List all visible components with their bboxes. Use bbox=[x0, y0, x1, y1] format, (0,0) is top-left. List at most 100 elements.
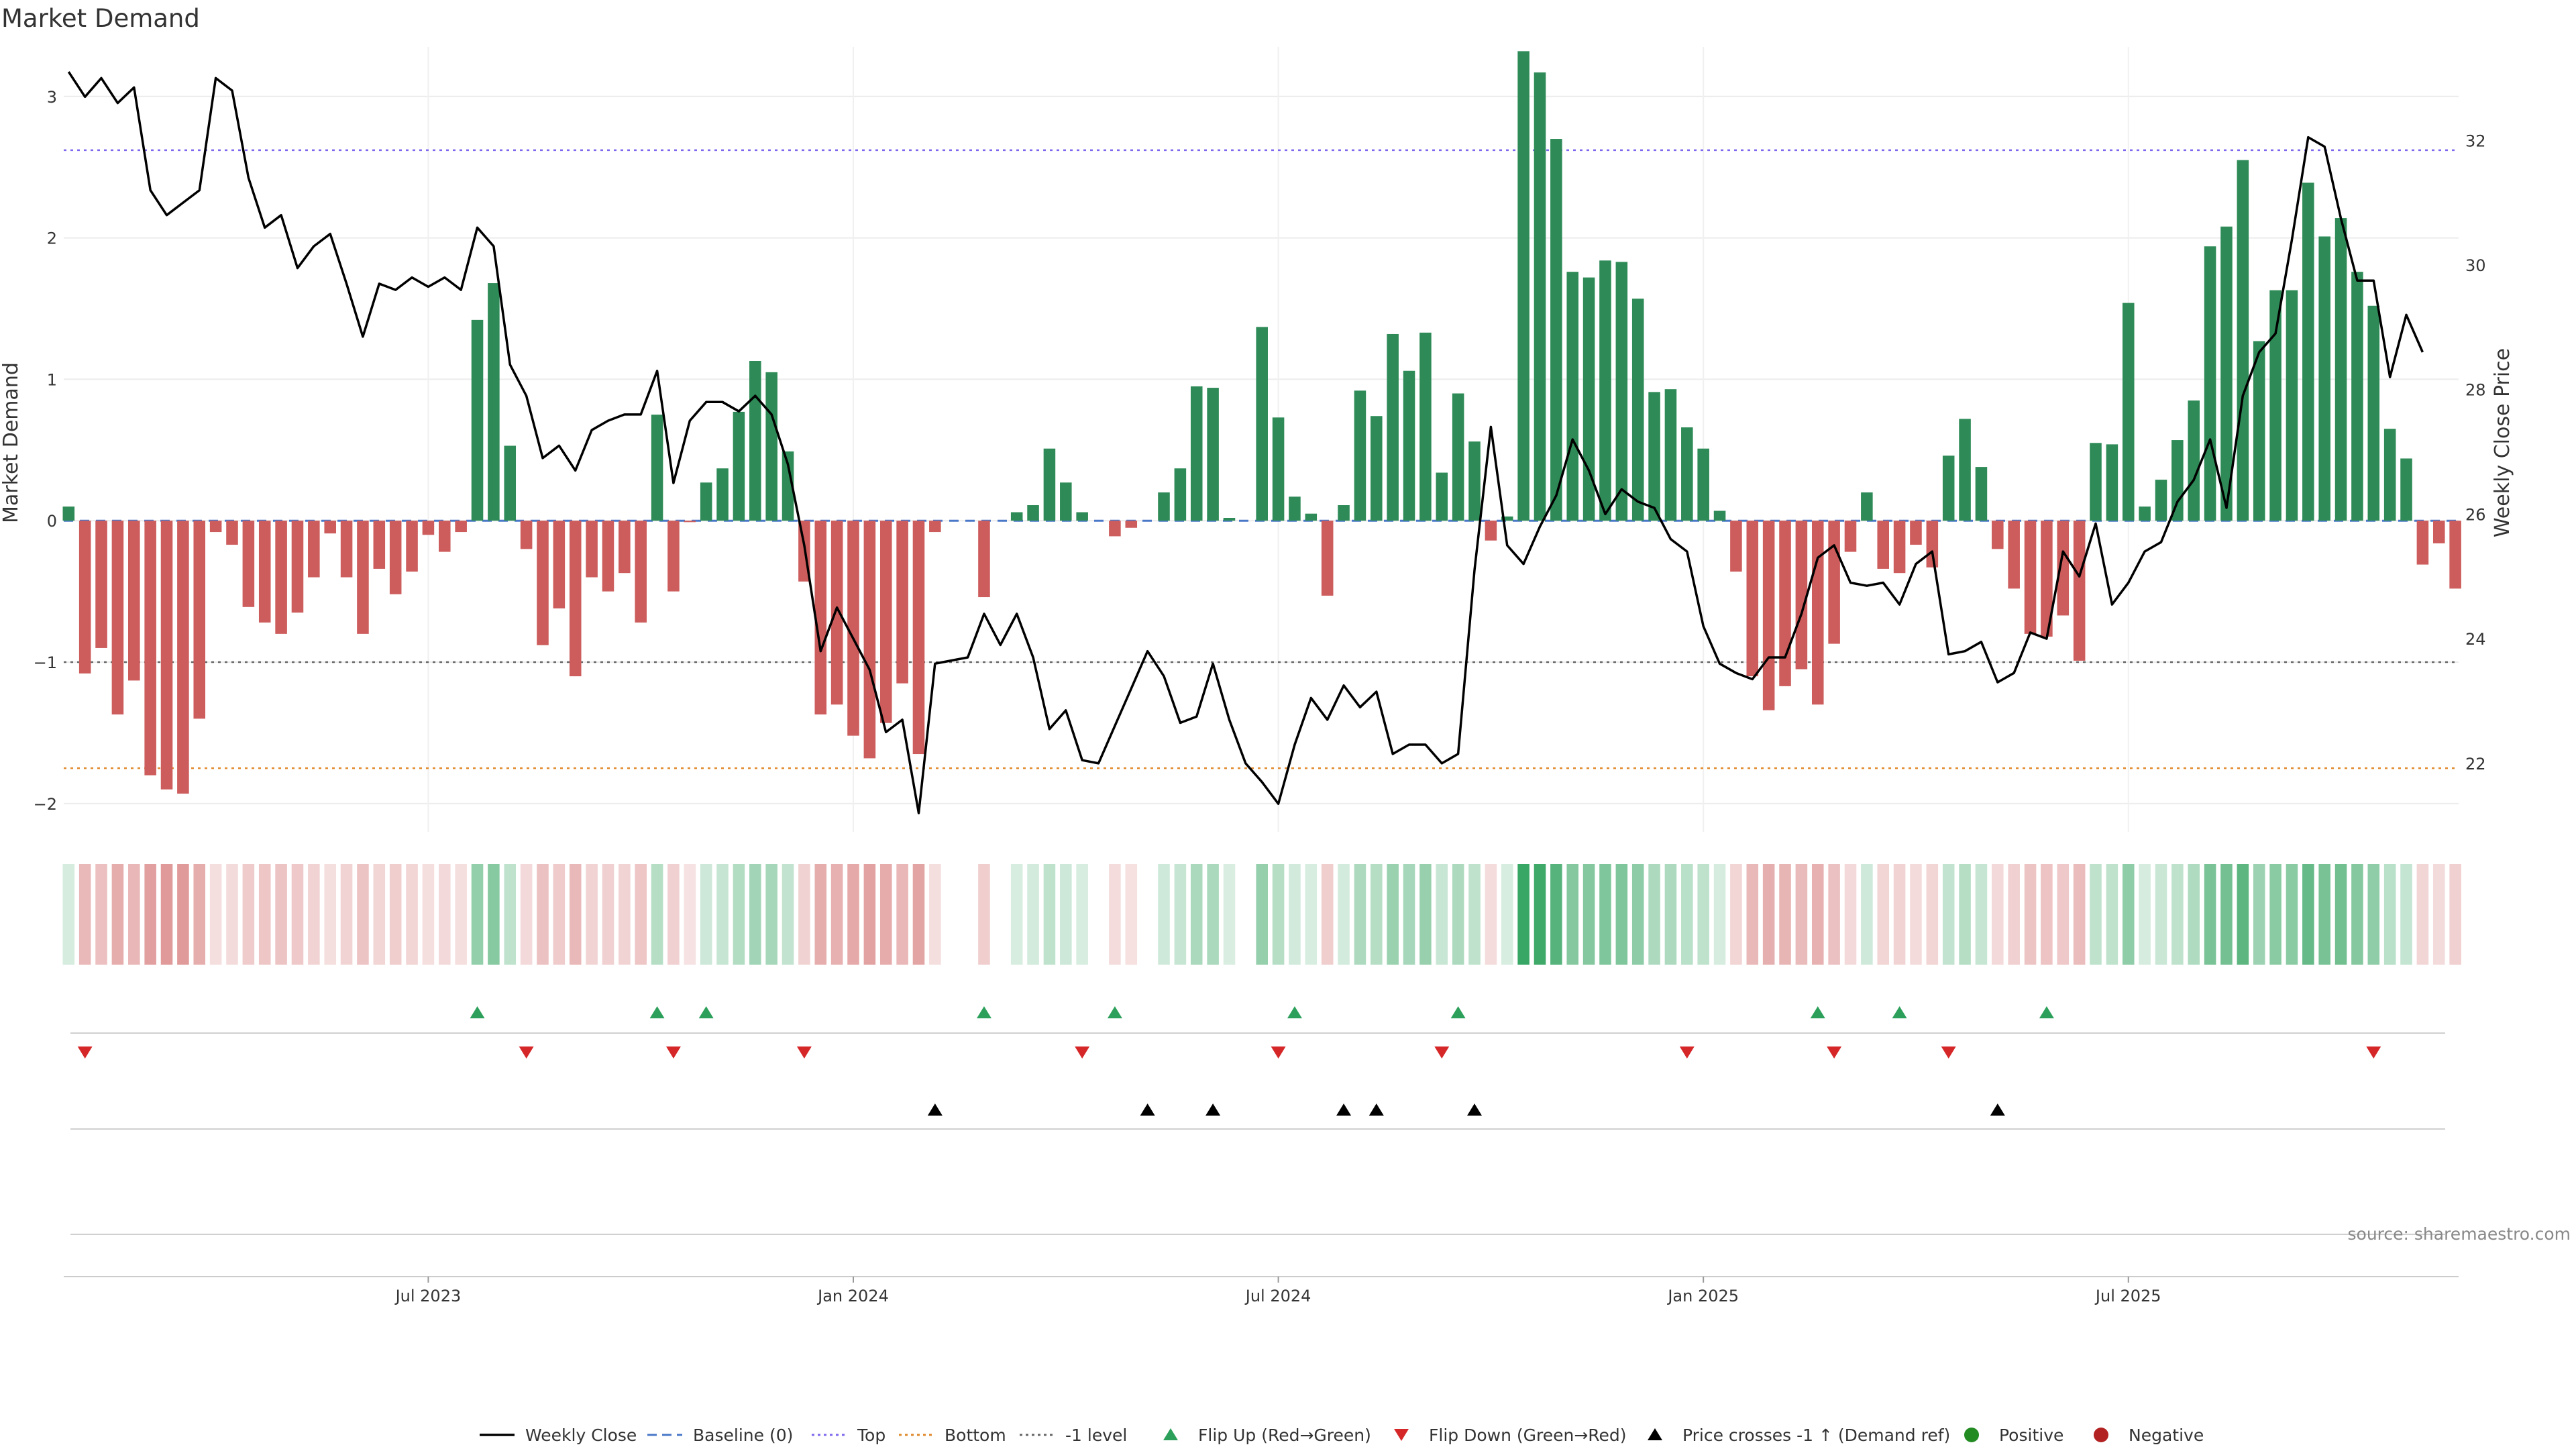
negative-bar bbox=[1321, 521, 1334, 596]
x-tick-label: Jan 2024 bbox=[816, 1287, 889, 1305]
heat-cell bbox=[2318, 864, 2330, 965]
flip-up-marker bbox=[1450, 1006, 1466, 1018]
negative-bar bbox=[324, 521, 336, 534]
heat-cell bbox=[439, 864, 451, 965]
heat-cell bbox=[1109, 864, 1121, 965]
right-tick-label: 24 bbox=[2465, 630, 2486, 649]
heat-cell bbox=[537, 864, 549, 965]
negative-bar bbox=[275, 521, 287, 634]
negative-bar bbox=[586, 521, 598, 578]
heat-cell bbox=[455, 864, 467, 965]
positive-bar bbox=[765, 372, 777, 521]
negative-bar bbox=[520, 521, 533, 549]
heat-cell bbox=[1992, 864, 2004, 965]
positive-bar bbox=[2220, 226, 2233, 521]
heat-cell bbox=[2090, 864, 2102, 965]
heat-cell bbox=[1566, 864, 1578, 965]
positive-bar bbox=[651, 415, 663, 521]
heat-cell bbox=[733, 864, 745, 965]
positive-bar bbox=[1387, 333, 1399, 521]
negative-bar bbox=[1485, 521, 1497, 541]
positive-bar bbox=[2367, 305, 2380, 521]
negative-bar bbox=[1746, 521, 1759, 677]
negative-bar bbox=[1779, 521, 1791, 686]
source-note: source: sharemaestro.com bbox=[2348, 1224, 2571, 1244]
heat-cell bbox=[1926, 864, 1939, 965]
heat-cell bbox=[291, 864, 304, 965]
positive-bar bbox=[1289, 496, 1301, 521]
flip-down-marker bbox=[77, 1046, 93, 1059]
legend-item: Positive bbox=[1964, 1426, 2063, 1445]
left-tick-label: −1 bbox=[34, 653, 57, 672]
negative-bar bbox=[373, 521, 386, 569]
negative-bar bbox=[2416, 521, 2429, 565]
heat-cell bbox=[1582, 864, 1595, 965]
heat-cell bbox=[2302, 864, 2314, 965]
demand-bars bbox=[62, 51, 2461, 794]
heat-cell bbox=[700, 864, 712, 965]
heat-cell bbox=[160, 864, 173, 965]
legend-item: -1 level bbox=[1020, 1426, 1127, 1445]
heat-cell bbox=[2171, 864, 2184, 965]
heat-cell bbox=[1861, 864, 1873, 965]
negative-bar bbox=[422, 521, 435, 535]
heat-cell bbox=[1452, 864, 1464, 965]
heat-cell bbox=[2383, 864, 2396, 965]
positive-bar bbox=[2351, 272, 2363, 521]
positive-bar bbox=[2383, 429, 2396, 521]
heat-cell bbox=[357, 864, 369, 965]
positive-bar bbox=[62, 506, 75, 521]
price-cross-marker bbox=[1205, 1104, 1221, 1116]
heat-cell bbox=[1272, 864, 1285, 965]
positive-bar bbox=[1599, 260, 1611, 521]
heat-cell bbox=[1910, 864, 1922, 965]
legend-label: -1 level bbox=[1065, 1426, 1127, 1445]
negative-bar bbox=[847, 521, 859, 736]
positive-bar bbox=[1681, 427, 1693, 521]
negative-bar bbox=[439, 521, 451, 552]
heat-cell bbox=[1468, 864, 1481, 965]
flip-up-marker bbox=[1810, 1006, 1825, 1018]
negative-bar bbox=[111, 521, 124, 715]
negative-bar bbox=[635, 521, 647, 623]
legend-label: Flip Up (Red→Green) bbox=[1198, 1426, 1371, 1445]
heat-cell bbox=[1746, 864, 1759, 965]
legend-marker bbox=[1964, 1428, 1979, 1442]
heat-cell bbox=[847, 864, 859, 965]
heat-cell bbox=[782, 864, 794, 965]
heat-cell bbox=[716, 864, 729, 965]
negative-bar bbox=[569, 521, 582, 677]
heat-cell bbox=[2253, 864, 2265, 965]
heat-cell bbox=[830, 864, 843, 965]
negative-bar bbox=[209, 521, 222, 533]
x-tick-label: Jul 2025 bbox=[2094, 1287, 2161, 1305]
negative-bar bbox=[814, 521, 827, 715]
heat-cell bbox=[1959, 864, 1971, 965]
positive-bar bbox=[1305, 513, 1318, 521]
heat-cell bbox=[1223, 864, 1236, 965]
negative-bar bbox=[177, 521, 189, 794]
positive-bar bbox=[716, 468, 729, 521]
heat-cell bbox=[2024, 864, 2037, 965]
negative-bar bbox=[389, 521, 402, 594]
legend-marker bbox=[1394, 1429, 1409, 1441]
heat-cell bbox=[2286, 864, 2298, 965]
flip-up-marker bbox=[1287, 1006, 1302, 1018]
negative-bar bbox=[2024, 521, 2037, 634]
heat-cell bbox=[406, 864, 418, 965]
legend-marker bbox=[1163, 1428, 1178, 1440]
negative-bar bbox=[2432, 521, 2445, 543]
left-tick-label: 1 bbox=[47, 370, 57, 389]
price-line bbox=[67, 71, 2424, 814]
x-tick-label: Jul 2023 bbox=[394, 1287, 462, 1305]
positive-bar bbox=[1648, 392, 1660, 521]
flip-down-marker bbox=[1941, 1046, 1956, 1059]
negative-bar bbox=[1992, 521, 2004, 549]
heat-cell bbox=[504, 864, 517, 965]
heat-cell bbox=[765, 864, 777, 965]
heat-cell bbox=[1877, 864, 1889, 965]
negative-bar bbox=[340, 521, 353, 578]
negative-bar bbox=[1730, 521, 1742, 572]
negative-bar bbox=[291, 521, 304, 613]
heat-cell bbox=[1125, 864, 1138, 965]
